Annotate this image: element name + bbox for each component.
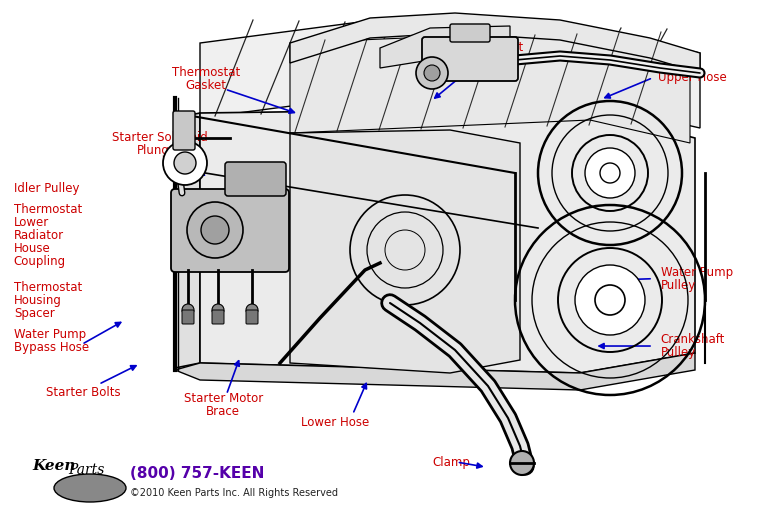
Circle shape [182, 304, 194, 316]
Circle shape [187, 202, 243, 258]
Circle shape [201, 216, 229, 244]
Text: Gasket: Gasket [186, 79, 227, 92]
Polygon shape [175, 353, 695, 390]
Text: Pulley: Pulley [661, 346, 696, 359]
FancyBboxPatch shape [171, 189, 289, 272]
Text: Housing: Housing [14, 294, 62, 307]
Polygon shape [380, 26, 510, 68]
Text: Thermostat: Thermostat [172, 66, 240, 79]
FancyBboxPatch shape [450, 24, 490, 42]
Circle shape [575, 265, 645, 335]
Circle shape [424, 65, 440, 81]
Polygon shape [290, 130, 520, 373]
Text: Water Pump: Water Pump [14, 328, 86, 341]
Text: Coupling: Coupling [14, 255, 66, 268]
Polygon shape [290, 13, 700, 73]
Text: Bypass Hose: Bypass Hose [14, 341, 89, 354]
Circle shape [163, 141, 207, 185]
Text: Clamp: Clamp [433, 455, 470, 469]
Polygon shape [200, 18, 700, 128]
FancyBboxPatch shape [246, 310, 258, 324]
Circle shape [416, 57, 448, 89]
Text: Brace: Brace [206, 405, 240, 418]
Text: Upper Hose: Upper Hose [658, 71, 727, 84]
Text: Idler Pulley: Idler Pulley [14, 181, 79, 195]
Text: Radiator: Radiator [14, 229, 64, 242]
Text: Spacer: Spacer [14, 307, 55, 320]
Polygon shape [200, 108, 695, 373]
Circle shape [174, 152, 196, 174]
Text: Parts: Parts [68, 463, 105, 477]
Text: Thermostat: Thermostat [14, 203, 82, 216]
Text: Starter Motor: Starter Motor [184, 392, 263, 405]
Text: Starter Bolts: Starter Bolts [46, 386, 120, 399]
Text: Starter Solenoid: Starter Solenoid [112, 131, 207, 144]
Text: Plunger: Plunger [137, 144, 182, 157]
Text: House: House [14, 242, 51, 255]
Text: Lower Hose: Lower Hose [301, 415, 369, 429]
FancyBboxPatch shape [212, 310, 224, 324]
Circle shape [600, 163, 620, 183]
FancyBboxPatch shape [182, 310, 194, 324]
Polygon shape [175, 113, 200, 368]
Ellipse shape [54, 474, 126, 502]
Text: Water Pump: Water Pump [661, 266, 733, 279]
Text: ©2010 Keen Parts Inc. All Rights Reserved: ©2010 Keen Parts Inc. All Rights Reserve… [130, 488, 338, 498]
FancyBboxPatch shape [422, 37, 518, 81]
Text: Pulley: Pulley [661, 279, 696, 292]
Text: Crankshaft: Crankshaft [661, 333, 725, 346]
Circle shape [212, 304, 224, 316]
Text: Housing: Housing [465, 54, 513, 67]
Text: (800) 757-KEEN: (800) 757-KEEN [130, 467, 264, 482]
Text: Thermostat: Thermostat [14, 281, 82, 294]
Text: Lower: Lower [14, 216, 49, 229]
Polygon shape [290, 30, 690, 143]
Circle shape [510, 451, 534, 475]
FancyBboxPatch shape [225, 162, 286, 196]
Circle shape [585, 148, 635, 198]
Text: Thermostat: Thermostat [455, 41, 523, 54]
Circle shape [246, 304, 258, 316]
FancyBboxPatch shape [173, 111, 195, 150]
Circle shape [595, 285, 625, 315]
Text: Keen: Keen [32, 459, 75, 473]
